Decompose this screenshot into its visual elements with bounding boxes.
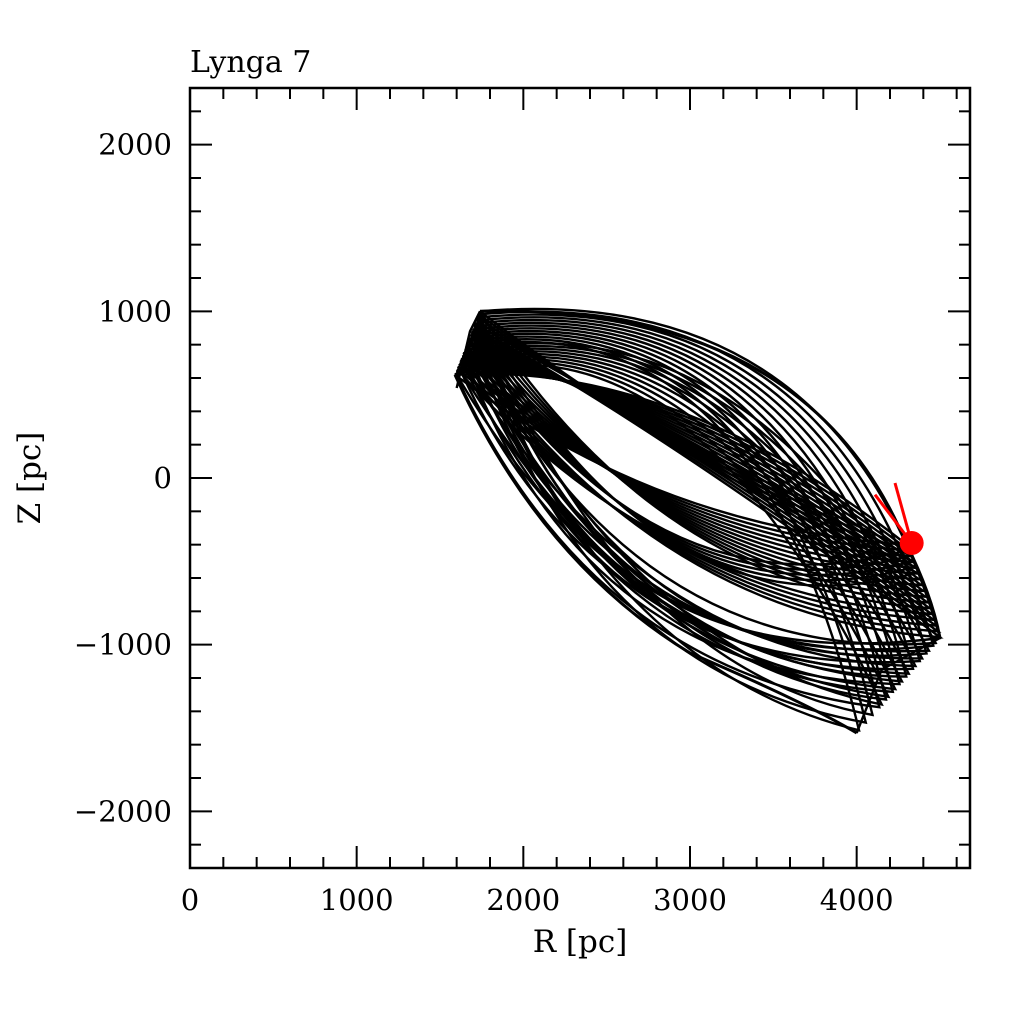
- orbit-loop: [462, 324, 902, 686]
- y-tick-label: −2000: [74, 794, 172, 828]
- orbit-loop: [463, 344, 931, 653]
- y-tick-label: 1000: [98, 294, 172, 328]
- orbit-loop: [454, 332, 881, 709]
- x-tick-label: 4000: [820, 883, 894, 917]
- y-tick-label: 0: [154, 461, 172, 495]
- orbit-loop: [454, 355, 904, 683]
- orbit-loop: [455, 322, 891, 699]
- orbit-loop: [457, 316, 898, 691]
- orbit-loop: [454, 329, 884, 707]
- y-axis-label: Z [pc]: [12, 432, 48, 525]
- orbit-trajectory: [453, 307, 944, 735]
- x-tick-label: 3000: [653, 883, 727, 917]
- chart-title: Lynga 7: [190, 45, 311, 80]
- orbit-left-tip: [454, 310, 482, 389]
- x-axis-label: R [pc]: [533, 924, 628, 960]
- y-tick-label: −1000: [74, 628, 172, 662]
- y-tick-label: 2000: [98, 128, 172, 162]
- x-tick-label: 0: [181, 883, 199, 917]
- orbit-outer-lower-edge: [453, 374, 858, 735]
- orbit-cross-strand: [476, 310, 921, 587]
- axes: 0 1000 2000 3000 4000 −2000 −1000 0 1000 2000: [74, 86, 972, 917]
- orbit-outer-upper-edge: [479, 309, 942, 639]
- orbit-loop: [460, 350, 918, 668]
- orbit-loop: [464, 337, 938, 646]
- orbit-bottom-tip: [855, 636, 941, 734]
- orbit-loop: [461, 347, 925, 660]
- current-position-marker: [899, 531, 924, 555]
- orbit-loop: [459, 327, 895, 694]
- x-tick-label: 2000: [486, 883, 560, 917]
- current-position-group: [873, 482, 924, 555]
- x-tick-label: 1000: [320, 883, 394, 917]
- orbit-loop: [457, 352, 911, 675]
